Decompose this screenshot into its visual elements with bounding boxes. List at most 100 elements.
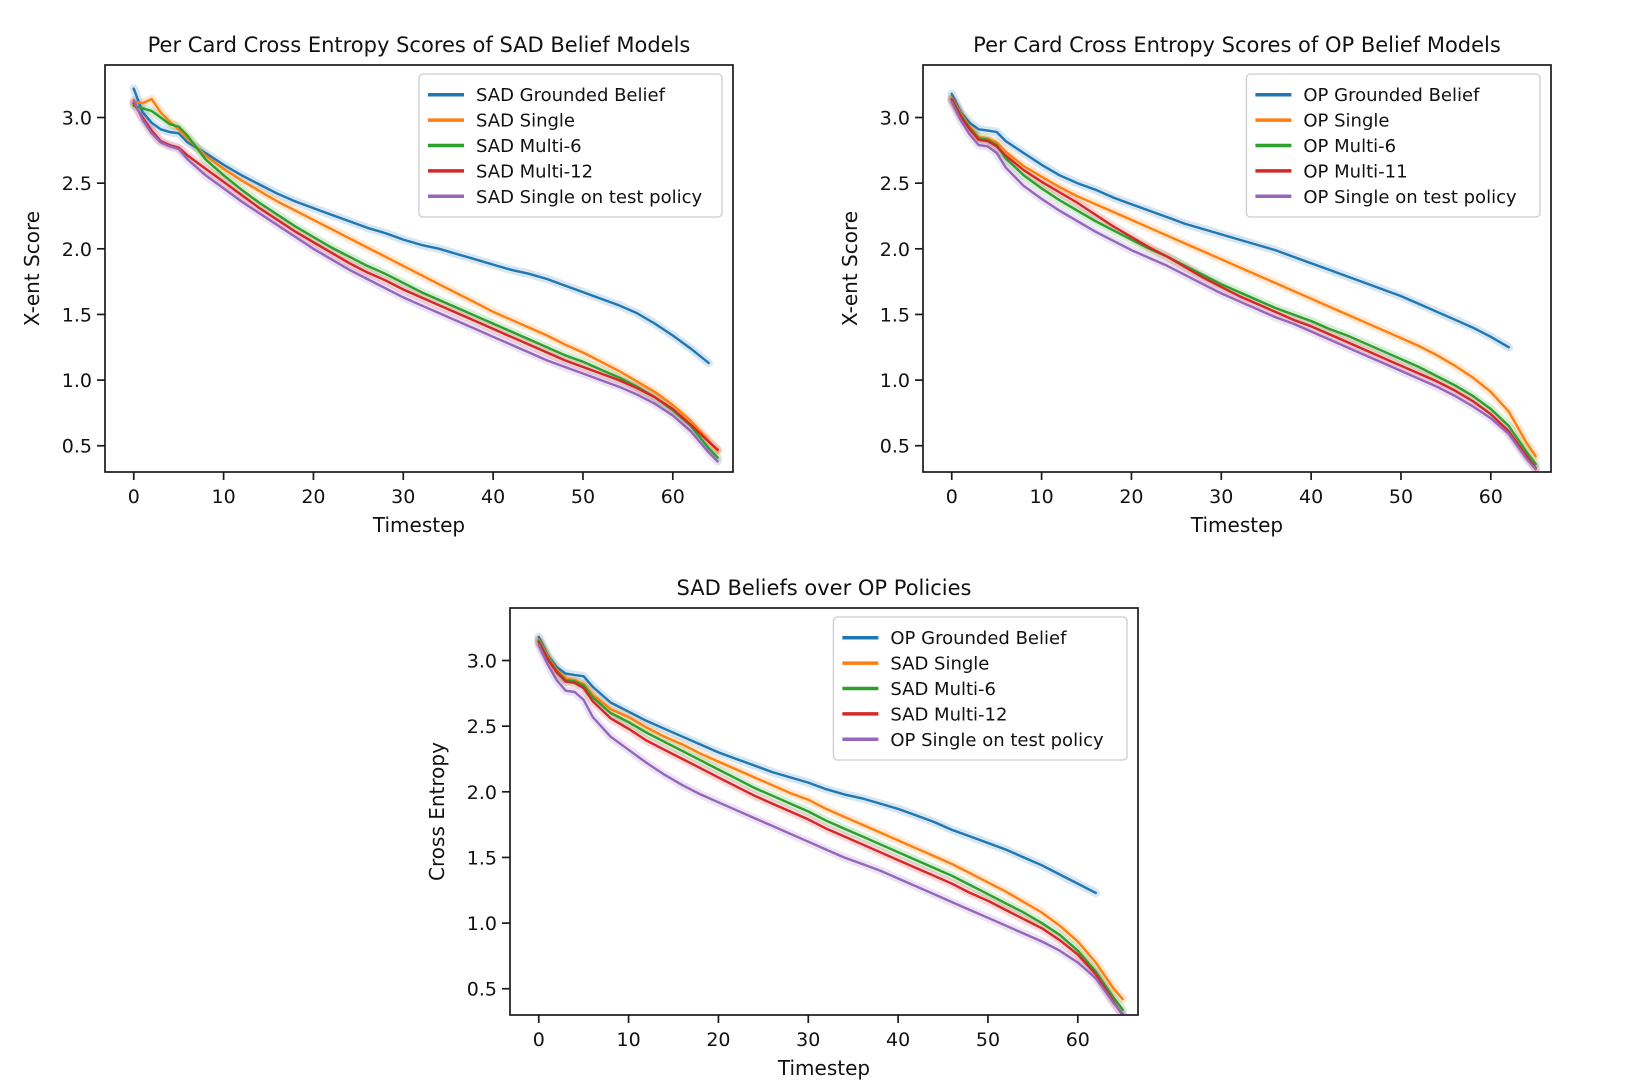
series-line-sad-multi-12 bbox=[132, 101, 719, 451]
x-tick-label: 40 bbox=[886, 1029, 910, 1051]
x-tick-label: 20 bbox=[301, 486, 325, 508]
x-tick-label: 30 bbox=[796, 1029, 820, 1051]
x-tick-label: 60 bbox=[1066, 1029, 1090, 1051]
legend-entry-op-grounded-belief: OP Grounded Belief bbox=[1255, 85, 1480, 106]
legend: SAD Grounded Belief SAD Single SAD Multi-6… bbox=[418, 73, 723, 218]
legend-label: SAD Single on test policy bbox=[476, 187, 702, 208]
x-tick-label: 50 bbox=[976, 1029, 1000, 1051]
y-tick-label: 1.5 bbox=[880, 304, 910, 326]
series-line-sad-single-on-test-policy bbox=[132, 99, 719, 463]
y-tick-label: 1.0 bbox=[467, 913, 497, 935]
legend-entry-sad-single: SAD Single bbox=[428, 111, 575, 132]
x-tick-label: 30 bbox=[391, 486, 415, 508]
y-tick-label: 2.5 bbox=[880, 173, 910, 195]
legend-label: OP Multi-6 bbox=[1303, 136, 1396, 157]
chart-title: Per Card Cross Entropy Scores of SAD Bel… bbox=[148, 33, 691, 57]
x-tick-label: 20 bbox=[706, 1029, 730, 1051]
chart-title: SAD Beliefs over OP Policies bbox=[677, 576, 972, 600]
x-tick-label: 10 bbox=[211, 486, 235, 508]
y-tick-label: 1.5 bbox=[467, 847, 497, 869]
y-axis-label: Cross Entropy bbox=[425, 742, 449, 881]
chart-sad-belief-models: 0 10 20 30 40 50 60 0.5 1.0 1.5 2.0 2.5 3.0 Per Card … bbox=[20, 33, 734, 537]
x-axis-label: Timestep bbox=[777, 1056, 870, 1080]
x-tick-label: 0 bbox=[533, 1029, 545, 1051]
legend-label: SAD Multi-12 bbox=[476, 161, 593, 182]
series-line-sad-multi-6 bbox=[537, 639, 1124, 1011]
x-tick-label: 60 bbox=[661, 486, 685, 508]
legend-entry-op-single-on-test-policy: OP Single on test policy bbox=[842, 730, 1104, 751]
legend-entry-op-single-on-test-policy: OP Single on test policy bbox=[1255, 187, 1517, 208]
chart-title: Per Card Cross Entropy Scores of OP Beli… bbox=[973, 33, 1501, 57]
legend-label: OP Single on test policy bbox=[890, 730, 1104, 751]
y-axis-label: X-ent Score bbox=[838, 211, 862, 326]
legend-entry-op-grounded-belief: OP Grounded Belief bbox=[842, 628, 1067, 649]
y-axis-label: X-ent Score bbox=[20, 211, 44, 326]
legend-label: SAD Multi-6 bbox=[476, 136, 582, 157]
y-tick-label: 1.5 bbox=[62, 304, 92, 326]
legend-label: SAD Multi-12 bbox=[890, 704, 1007, 725]
y-tick-label: 2.5 bbox=[467, 716, 497, 738]
legend-entry-op-single: OP Single bbox=[1255, 111, 1389, 132]
series-line-op-single-on-test-policy bbox=[950, 100, 1537, 471]
legend-entry-op-multi-11: OP Multi-11 bbox=[1255, 161, 1408, 182]
plot-area bbox=[947, 89, 1540, 472]
legend-entry-sad-single: SAD Single bbox=[842, 654, 989, 675]
x-tick-label: 40 bbox=[481, 486, 505, 508]
series-line-sad-single bbox=[537, 638, 1124, 1001]
chart-op-belief-models: 0 10 20 30 40 50 60 0.5 1.0 1.5 2.0 2.5 3.0 Per Card … bbox=[838, 33, 1552, 537]
y-tick-label: 0.5 bbox=[467, 979, 497, 1001]
legend-box bbox=[1245, 73, 1541, 218]
legend-entry-sad-multi-12: SAD Multi-12 bbox=[842, 704, 1007, 725]
x-tick-label: 30 bbox=[1209, 486, 1233, 508]
series-line-sad-single bbox=[132, 97, 719, 453]
y-tick-label: 2.0 bbox=[467, 782, 497, 804]
y-tick-label: 3.0 bbox=[62, 108, 92, 130]
legend-box bbox=[832, 616, 1128, 761]
x-tick-label: 10 bbox=[616, 1029, 640, 1051]
chart-sad-beliefs-over-op-policies: 0 10 20 30 40 50 60 0.5 1.0 1.5 2.0 2.5 3.0 SAD Belie… bbox=[425, 576, 1139, 1080]
legend-label: SAD Grounded Belief bbox=[476, 85, 666, 106]
x-tick-label: 50 bbox=[571, 486, 595, 508]
legend-entry-op-multi-6: OP Multi-6 bbox=[1255, 136, 1396, 157]
legend-label: SAD Single bbox=[890, 654, 989, 675]
y-tick-label: 3.0 bbox=[880, 108, 910, 130]
series-line-sad-multi-6 bbox=[132, 104, 719, 459]
legend-label: OP Single bbox=[1303, 111, 1389, 132]
legend-entry-sad-multi-6: SAD Multi-6 bbox=[428, 136, 582, 157]
y-tick-label: 2.5 bbox=[62, 173, 92, 195]
y-tick-label: 2.0 bbox=[880, 239, 910, 261]
legend-entry-sad-single-on-test-policy: SAD Single on test policy bbox=[428, 187, 702, 208]
legend-entry-sad-grounded-belief: SAD Grounded Belief bbox=[428, 85, 666, 106]
y-tick-label: 1.0 bbox=[62, 370, 92, 392]
y-tick-label: 3.0 bbox=[467, 651, 497, 673]
legend-label: OP Grounded Belief bbox=[1303, 85, 1480, 106]
series-line-op-grounded-belief bbox=[537, 635, 1097, 895]
series-line-op-grounded-belief bbox=[950, 92, 1510, 349]
x-tick-label: 0 bbox=[946, 486, 958, 508]
legend-label: SAD Multi-6 bbox=[890, 679, 996, 700]
legend-box bbox=[418, 73, 723, 218]
axes-frame bbox=[922, 64, 1552, 473]
legend-label: OP Single on test policy bbox=[1303, 187, 1517, 208]
axes-frame bbox=[509, 607, 1139, 1016]
x-tick-label: 50 bbox=[1389, 486, 1413, 508]
legend-label: OP Multi-11 bbox=[1303, 161, 1407, 182]
y-tick-label: 1.0 bbox=[880, 370, 910, 392]
x-tick-label: 10 bbox=[1029, 486, 1053, 508]
y-tick-label: 0.5 bbox=[880, 436, 910, 458]
legend-entry-sad-multi-12: SAD Multi-12 bbox=[428, 161, 593, 182]
x-tick-label: 0 bbox=[128, 486, 140, 508]
series-line-op-multi-6 bbox=[950, 97, 1537, 466]
series-line-sad-grounded-belief bbox=[132, 87, 710, 365]
series-line-sad-multi-12 bbox=[537, 640, 1124, 1015]
x-axis-label: Timestep bbox=[372, 513, 465, 537]
legend: OP Grounded Belief SAD Single SAD Multi-6 S… bbox=[832, 616, 1128, 761]
x-tick-label: 20 bbox=[1119, 486, 1143, 508]
legend-entry-sad-multi-6: SAD Multi-6 bbox=[842, 679, 996, 700]
series-line-op-multi-11 bbox=[950, 97, 1537, 470]
plot-area bbox=[534, 632, 1127, 1015]
x-tick-label: 60 bbox=[1479, 486, 1503, 508]
axes-frame bbox=[104, 64, 734, 473]
y-tick-label: 0.5 bbox=[62, 436, 92, 458]
